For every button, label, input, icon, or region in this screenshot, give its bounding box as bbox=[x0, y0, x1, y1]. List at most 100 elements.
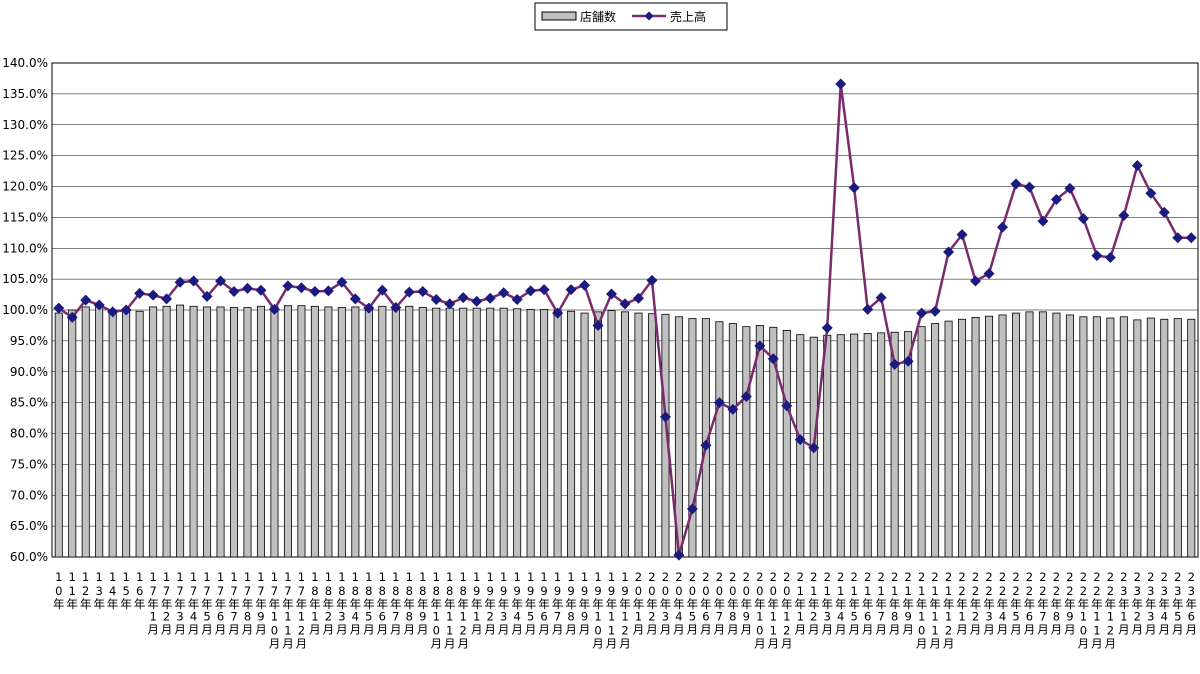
bar bbox=[499, 307, 508, 558]
x-tick-label: 15年 bbox=[119, 570, 133, 610]
marker bbox=[511, 294, 523, 306]
y-tick-label: 140.0% bbox=[2, 56, 48, 70]
x-tick-label: 14年 bbox=[106, 570, 120, 610]
x-tick-label: 22年12月 bbox=[1103, 570, 1117, 649]
x-tick-label: 17年1月 bbox=[146, 570, 160, 635]
legend-marker bbox=[644, 11, 654, 21]
x-tick-label: 21年3月 bbox=[820, 570, 834, 635]
x-tick-label: 17年4月 bbox=[187, 570, 201, 635]
bar bbox=[203, 306, 212, 558]
bar bbox=[1011, 312, 1020, 558]
marker bbox=[376, 284, 388, 296]
x-tick-label: 23年6月 bbox=[1184, 570, 1198, 635]
x-tick-label: 22年8月 bbox=[1049, 570, 1063, 635]
bar bbox=[297, 305, 306, 558]
marker bbox=[1091, 250, 1103, 262]
x-tick-label: 21年4月 bbox=[834, 570, 848, 635]
bar bbox=[418, 307, 427, 558]
bar bbox=[1119, 316, 1128, 558]
bar bbox=[796, 334, 805, 558]
bar bbox=[728, 323, 737, 558]
x-tick-label: 17年6月 bbox=[214, 570, 228, 635]
bar bbox=[513, 308, 522, 558]
marker bbox=[902, 355, 914, 367]
marker bbox=[740, 390, 752, 402]
bar bbox=[661, 313, 670, 558]
x-tick-label: 21年1月 bbox=[793, 570, 807, 635]
x-tick-label: 17年3月 bbox=[173, 570, 187, 635]
bar bbox=[634, 312, 643, 558]
x-tick-label: 21年2月 bbox=[807, 570, 821, 635]
marker bbox=[552, 307, 564, 319]
marker bbox=[1131, 160, 1143, 172]
marker bbox=[295, 282, 307, 294]
y-tick-label: 70.0% bbox=[10, 488, 48, 502]
bar bbox=[176, 304, 185, 558]
x-tick-label: 22年2月 bbox=[969, 570, 983, 635]
marker bbox=[794, 434, 806, 446]
marker bbox=[309, 285, 321, 297]
bar bbox=[594, 311, 603, 558]
marker bbox=[632, 292, 644, 304]
marker bbox=[619, 298, 631, 310]
bar bbox=[310, 305, 319, 558]
marker bbox=[525, 285, 537, 297]
x-tick-label: 17年11月 bbox=[281, 570, 295, 649]
x-tick-label: 20年5月 bbox=[685, 570, 699, 635]
x-tick-label: 21年8月 bbox=[888, 570, 902, 635]
marker bbox=[929, 305, 941, 317]
marker bbox=[659, 411, 671, 423]
bar bbox=[1133, 319, 1142, 558]
marker bbox=[1077, 213, 1089, 225]
bar bbox=[931, 323, 940, 558]
x-tick-label: 22年4月 bbox=[996, 570, 1010, 635]
bar bbox=[1106, 317, 1115, 558]
marker bbox=[107, 306, 119, 318]
bar bbox=[122, 310, 131, 558]
marker bbox=[390, 302, 402, 314]
marker bbox=[835, 78, 847, 90]
bar bbox=[1038, 311, 1047, 558]
marker bbox=[282, 280, 294, 292]
bar bbox=[782, 329, 791, 558]
x-tick-label: 23年4月 bbox=[1157, 570, 1171, 635]
x-tick-label: 20年2月 bbox=[645, 570, 659, 635]
marker bbox=[592, 319, 604, 331]
marker bbox=[215, 275, 227, 287]
x-tick-label: 16年 bbox=[133, 570, 147, 610]
marker bbox=[1158, 206, 1170, 218]
marker bbox=[161, 293, 173, 305]
marker bbox=[956, 229, 968, 241]
bar bbox=[1025, 311, 1034, 558]
marker bbox=[444, 298, 456, 310]
x-tick-label: 20年10月 bbox=[753, 570, 767, 649]
x-tick-label: 21年6月 bbox=[861, 570, 875, 635]
marker bbox=[875, 292, 887, 304]
bar bbox=[445, 307, 454, 558]
marker bbox=[1023, 181, 1035, 193]
x-tick-label: 13年 bbox=[92, 570, 106, 610]
marker bbox=[943, 246, 955, 258]
x-tick-label: 20年3月 bbox=[658, 570, 672, 635]
x-tick-label: 10年 bbox=[52, 570, 66, 610]
marker bbox=[565, 284, 577, 296]
x-tick-label: 17年10月 bbox=[267, 570, 281, 649]
marker bbox=[781, 400, 793, 412]
bar bbox=[715, 321, 724, 558]
y-tick-label: 95.0% bbox=[10, 334, 48, 348]
x-tick-label: 12年 bbox=[79, 570, 93, 610]
bar bbox=[877, 332, 886, 558]
marker bbox=[241, 282, 253, 294]
x-tick-label: 18年1月 bbox=[308, 570, 322, 635]
marker bbox=[363, 302, 375, 314]
bar bbox=[391, 305, 400, 558]
marker bbox=[686, 503, 698, 515]
x-tick-label: 23年2月 bbox=[1130, 570, 1144, 635]
x-tick-label: 20年9月 bbox=[739, 570, 753, 635]
x-tick-label: 19年2月 bbox=[483, 570, 497, 635]
marker bbox=[862, 303, 874, 315]
marker bbox=[403, 286, 415, 298]
y-tick-label: 75.0% bbox=[10, 457, 48, 471]
marker bbox=[66, 311, 78, 323]
